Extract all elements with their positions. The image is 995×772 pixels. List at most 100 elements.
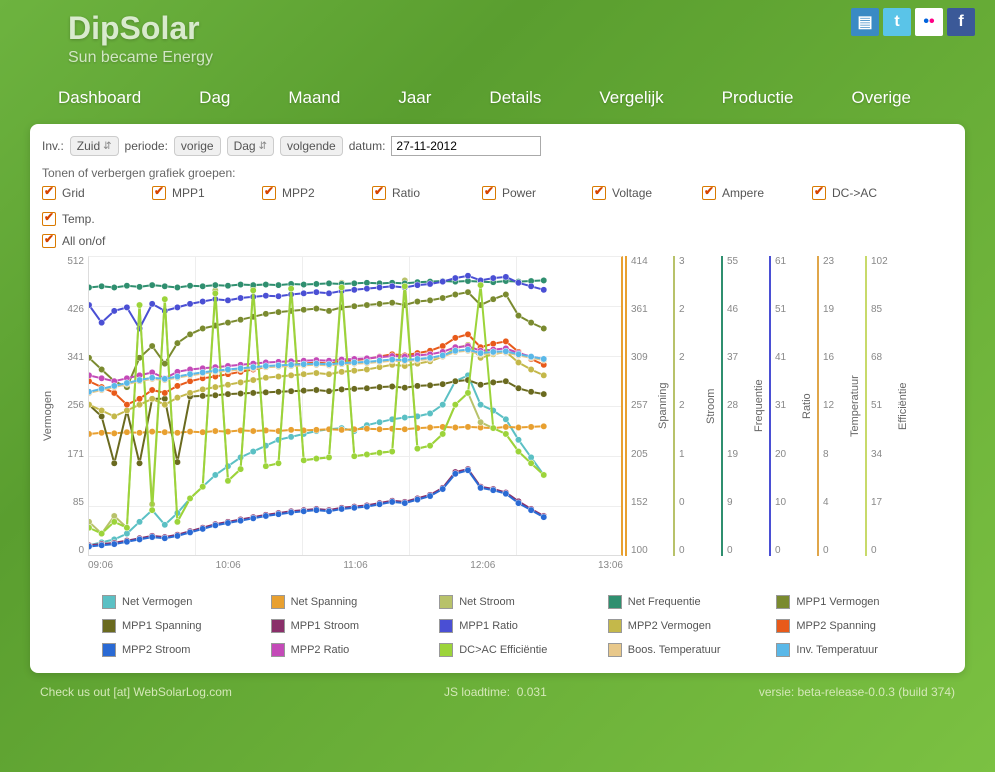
legend-swatch bbox=[608, 595, 622, 609]
legend-swatch bbox=[271, 595, 285, 609]
date-input[interactable] bbox=[391, 136, 541, 156]
toggle-mpp2[interactable]: MPP2 bbox=[262, 186, 332, 200]
y-axis-ticks: 512426341256171850 bbox=[60, 256, 88, 556]
main-nav: Dashboard Dag Maand Jaar Details Vergelijk Pro… bbox=[14, 82, 995, 114]
toggle-grid[interactable]: Grid bbox=[42, 186, 112, 200]
toggle-row: Grid MPP1 MPP2 Ratio Power Voltage Ampere DC->A… bbox=[42, 186, 953, 226]
sec-axis-label-frequentie: Frequentie bbox=[753, 256, 765, 556]
prev-button[interactable]: vorige bbox=[174, 136, 221, 156]
legend-item[interactable]: DC>AC Efficiëntie bbox=[439, 643, 596, 657]
legend-item[interactable]: MPP1 Vermogen bbox=[776, 595, 933, 609]
footer-right: versie: beta-release-0.0.3 (build 374) bbox=[759, 685, 955, 699]
toggle-voltage[interactable]: Voltage bbox=[592, 186, 662, 200]
nav-productie[interactable]: Productie bbox=[718, 82, 798, 114]
y-axis-label: Vermogen bbox=[42, 256, 60, 556]
legend-item[interactable]: MPP2 Ratio bbox=[271, 643, 428, 657]
legend-item[interactable]: Net Frequentie bbox=[608, 595, 765, 609]
footer-left[interactable]: Check us out [at] WebSolarLog.com bbox=[40, 685, 232, 699]
checkbox-icon bbox=[42, 186, 56, 200]
legend-swatch bbox=[608, 643, 622, 657]
checkbox-icon bbox=[42, 234, 56, 248]
legend-item[interactable]: MPP2 Vermogen bbox=[608, 619, 765, 633]
chart-legend: Net Vermogen Net Spanning Net Stroom Net Fr… bbox=[102, 595, 933, 657]
legend-item[interactable]: Net Stroom bbox=[439, 595, 596, 609]
sec-axis-label-stroom: Stroom bbox=[705, 256, 717, 556]
legend-item[interactable]: MPP1 Stroom bbox=[271, 619, 428, 633]
next-button[interactable]: volgende bbox=[280, 136, 343, 156]
nav-dashboard[interactable]: Dashboard bbox=[54, 82, 145, 114]
sec-axis-ticks: 10285685134170 bbox=[865, 256, 895, 556]
toggle-ratio[interactable]: Ratio bbox=[372, 186, 442, 200]
sec-axis-label-efficiëntie: Efficiëntie bbox=[897, 256, 909, 556]
legend-swatch bbox=[776, 619, 790, 633]
secondary-axes: 414361309257205152100Spanning 3222100Stro… bbox=[623, 256, 913, 556]
logo-title: DipSolar bbox=[68, 10, 955, 47]
legend-swatch bbox=[439, 595, 453, 609]
legend-swatch bbox=[102, 619, 116, 633]
nav-maand[interactable]: Maand bbox=[284, 82, 344, 114]
checkbox-icon bbox=[152, 186, 166, 200]
nav-details[interactable]: Details bbox=[485, 82, 545, 114]
sec-axis-label-temperatuur: Temperatuur bbox=[849, 256, 861, 556]
solar-icon[interactable]: ▤ bbox=[851, 8, 879, 36]
nav-overige[interactable]: Overige bbox=[847, 82, 915, 114]
sec-axis-ticks: 414361309257205152100 bbox=[625, 256, 655, 556]
sec-axis-ticks: 6151413120100 bbox=[769, 256, 799, 556]
nav-dag[interactable]: Dag bbox=[195, 82, 234, 114]
legend-swatch bbox=[776, 643, 790, 657]
footer: Check us out [at] WebSolarLog.com JS loa… bbox=[0, 673, 995, 711]
social-icons: ▤ t •• f bbox=[851, 8, 975, 36]
legend-item[interactable]: Net Vermogen bbox=[102, 595, 259, 609]
toggle-power[interactable]: Power bbox=[482, 186, 552, 200]
legend-item[interactable]: Boos. Temperatuur bbox=[608, 643, 765, 657]
controls-row: Inv.: Zuid periode: vorige Dag volgende … bbox=[42, 136, 953, 156]
legend-item[interactable]: MPP1 Spanning bbox=[102, 619, 259, 633]
checkbox-icon bbox=[372, 186, 386, 200]
legend-swatch bbox=[439, 619, 453, 633]
inv-label: Inv.: bbox=[42, 139, 64, 153]
toggle-temp[interactable]: Temp. bbox=[42, 212, 112, 226]
date-label: datum: bbox=[349, 139, 386, 153]
twitter-icon[interactable]: t bbox=[883, 8, 911, 36]
nav-vergelijk[interactable]: Vergelijk bbox=[595, 82, 667, 114]
header: DipSolar Sun became Energy ▤ t •• f bbox=[0, 0, 995, 82]
period-select[interactable]: Dag bbox=[227, 136, 274, 156]
legend-item[interactable]: MPP2 Spanning bbox=[776, 619, 933, 633]
toggle-all[interactable]: All on/of bbox=[42, 234, 953, 248]
x-axis-ticks: 09:0610:0611:0612:0613:06 bbox=[88, 556, 623, 571]
legend-item[interactable]: Net Spanning bbox=[271, 595, 428, 609]
sec-axis-ticks: 23191612840 bbox=[817, 256, 847, 556]
sec-axis-label-spanning: Spanning bbox=[657, 256, 669, 556]
toggle-dcac[interactable]: DC->AC bbox=[812, 186, 882, 200]
period-label: periode: bbox=[125, 139, 168, 153]
inv-select[interactable]: Zuid bbox=[70, 136, 119, 156]
checkbox-icon bbox=[812, 186, 826, 200]
legend-item[interactable]: MPP2 Stroom bbox=[102, 643, 259, 657]
checkbox-icon bbox=[262, 186, 276, 200]
nav-jaar[interactable]: Jaar bbox=[394, 82, 435, 114]
legend-swatch bbox=[102, 643, 116, 657]
footer-mid: JS loadtime: 0.031 bbox=[444, 685, 547, 699]
legend-item[interactable]: MPP1 Ratio bbox=[439, 619, 596, 633]
checkbox-icon bbox=[592, 186, 606, 200]
legend-swatch bbox=[271, 619, 285, 633]
sec-axis-ticks: 3222100 bbox=[673, 256, 703, 556]
checkbox-icon bbox=[482, 186, 496, 200]
checkbox-icon bbox=[702, 186, 716, 200]
toggle-ampere[interactable]: Ampere bbox=[702, 186, 772, 200]
legend-swatch bbox=[439, 643, 453, 657]
legend-swatch bbox=[776, 595, 790, 609]
flickr-icon[interactable]: •• bbox=[915, 8, 943, 36]
chart-plot bbox=[88, 256, 623, 556]
toggle-mpp1[interactable]: MPP1 bbox=[152, 186, 222, 200]
legend-item[interactable]: Inv. Temperatuur bbox=[776, 643, 933, 657]
facebook-icon[interactable]: f bbox=[947, 8, 975, 36]
main-panel: Inv.: Zuid periode: vorige Dag volgende … bbox=[30, 124, 965, 673]
toggle-header: Tonen of verbergen grafiek groepen: bbox=[42, 166, 953, 180]
legend-swatch bbox=[608, 619, 622, 633]
chart-area: Vermogen 512426341256171850 414361309257… bbox=[42, 256, 953, 556]
sec-axis-label-ratio: Ratio bbox=[801, 256, 813, 556]
sec-axis-ticks: 554637281990 bbox=[721, 256, 751, 556]
legend-swatch bbox=[271, 643, 285, 657]
checkbox-icon bbox=[42, 212, 56, 226]
